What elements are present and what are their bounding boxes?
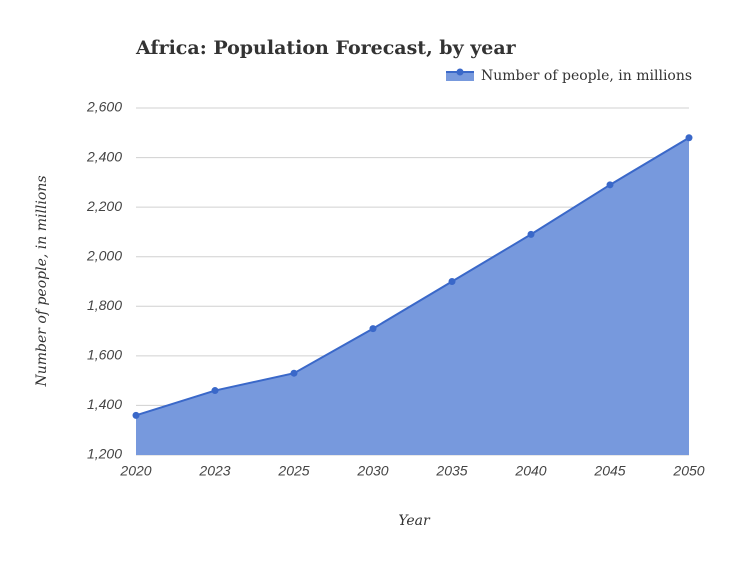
x-tick-label: 2020 — [119, 463, 151, 479]
x-tick-label: 2025 — [277, 463, 309, 479]
point — [606, 181, 614, 189]
area — [136, 137, 689, 455]
y-tick-label: 1,600 — [87, 347, 122, 363]
x-tick-label: 2040 — [514, 463, 546, 479]
y-tick-label: 2,400 — [86, 148, 122, 164]
point — [527, 230, 535, 238]
y-axis-title: Number of people, in millions — [34, 175, 50, 387]
x-tick-label: 2035 — [435, 463, 467, 479]
chart-title: Africa: Population Forecast, by year — [135, 37, 517, 59]
legend-swatch — [446, 71, 474, 81]
x-tick-label: 2045 — [593, 463, 625, 479]
x-axis-title: Year — [398, 513, 431, 529]
legend-marker — [456, 68, 464, 76]
y-tick-label: 1,400 — [87, 396, 122, 412]
line — [135, 136, 690, 417]
y-tick-label: 2,000 — [86, 247, 122, 263]
x-tick-label: 2050 — [672, 463, 704, 479]
point — [290, 369, 298, 377]
point — [369, 325, 377, 333]
point — [132, 411, 140, 419]
y-tick-label: 1,200 — [87, 446, 122, 462]
legend-label: Number of people, in millions — [481, 68, 692, 84]
y-tick-label: 2,200 — [86, 198, 122, 214]
point — [685, 134, 693, 142]
y-tick-label: 2,600 — [86, 99, 122, 115]
x-tick-label: 2023 — [198, 463, 230, 479]
point — [448, 278, 456, 285]
y-tick-label: 1,800 — [87, 297, 122, 313]
point — [211, 387, 219, 395]
x-tick-label: 2030 — [356, 463, 388, 479]
